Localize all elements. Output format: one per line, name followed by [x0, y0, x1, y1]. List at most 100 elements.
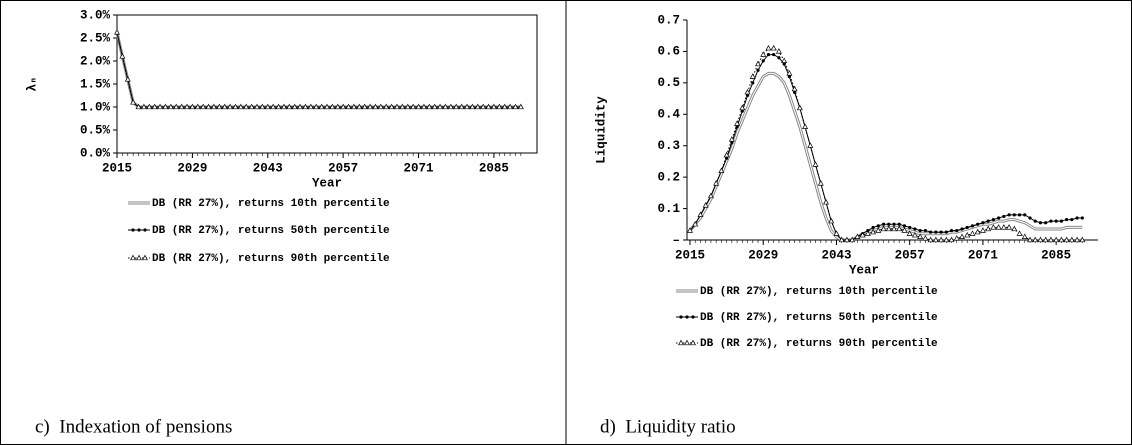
point — [469, 103, 476, 110]
point — [995, 224, 1002, 230]
point — [453, 103, 460, 110]
point — [1049, 219, 1053, 223]
point — [189, 103, 196, 110]
point — [1053, 236, 1060, 243]
point — [205, 103, 212, 110]
legend-marker — [685, 315, 689, 319]
point — [756, 68, 760, 72]
point — [1038, 221, 1043, 225]
series-line — [689, 54, 1083, 241]
point — [786, 70, 793, 76]
x-tick-label: 2043 — [253, 161, 283, 175]
point — [167, 103, 174, 110]
series-line — [116, 32, 521, 108]
point — [744, 88, 751, 95]
x-tick-label: 2015 — [675, 248, 705, 262]
y-tick-label: 2.5% — [80, 31, 111, 45]
point — [162, 103, 169, 110]
point — [775, 48, 782, 54]
point — [718, 167, 725, 174]
point — [410, 103, 417, 110]
point — [302, 103, 309, 110]
point — [770, 44, 777, 51]
point — [875, 227, 882, 233]
point — [960, 227, 964, 231]
point — [517, 103, 524, 110]
point — [932, 236, 939, 243]
point — [1063, 236, 1070, 243]
point — [399, 103, 406, 110]
point — [974, 228, 981, 235]
point — [485, 103, 492, 110]
point — [1080, 216, 1084, 220]
point — [1079, 236, 1086, 243]
x-tick-label: 2029 — [177, 161, 207, 175]
point — [985, 225, 992, 232]
point — [908, 225, 912, 230]
y-tick-label: 1.5% — [80, 77, 111, 91]
point — [1065, 217, 1069, 222]
point — [922, 235, 929, 241]
point — [356, 103, 363, 110]
point — [318, 103, 325, 110]
point — [948, 236, 955, 243]
point — [420, 103, 427, 110]
point — [1042, 236, 1049, 243]
point — [334, 103, 341, 110]
x-tick-label: 2057 — [895, 248, 925, 262]
point — [1027, 236, 1033, 243]
point — [329, 103, 336, 110]
point — [697, 211, 704, 218]
point — [507, 103, 514, 110]
y-tick-label: 0.7 — [657, 13, 680, 27]
point — [687, 227, 693, 233]
point — [796, 104, 803, 111]
point — [1023, 213, 1027, 217]
point — [766, 52, 771, 57]
point — [119, 53, 126, 59]
point — [151, 103, 158, 110]
point — [130, 99, 137, 105]
point — [979, 227, 986, 233]
y-tick-label: 0.4 — [657, 108, 680, 122]
point — [1047, 236, 1054, 243]
legend-label: DB (RR 27%), returns 50th percentile — [152, 225, 390, 237]
point — [843, 236, 850, 243]
point — [854, 233, 861, 240]
point — [833, 230, 840, 236]
point — [864, 230, 871, 236]
point — [178, 103, 185, 110]
point — [114, 29, 120, 35]
point — [1044, 221, 1048, 225]
point — [906, 230, 913, 236]
point — [1000, 224, 1007, 230]
point — [828, 217, 835, 224]
point — [237, 103, 244, 110]
point — [949, 228, 954, 233]
point — [887, 222, 891, 226]
series-line-inner — [689, 72, 1083, 241]
point — [367, 103, 374, 110]
point — [934, 230, 938, 234]
point — [880, 225, 887, 232]
point — [264, 103, 271, 110]
point — [953, 235, 960, 241]
point — [372, 103, 379, 110]
point — [918, 228, 922, 233]
point — [765, 44, 772, 51]
point — [286, 103, 293, 110]
point — [415, 103, 422, 110]
point — [345, 103, 352, 110]
point — [929, 230, 933, 234]
point — [210, 103, 217, 110]
point — [377, 103, 384, 110]
point — [447, 103, 454, 110]
point — [871, 225, 875, 230]
point — [324, 103, 330, 110]
point — [901, 227, 908, 233]
point — [870, 228, 877, 235]
point — [1058, 236, 1065, 243]
point — [1007, 213, 1011, 217]
point — [913, 227, 917, 231]
point — [313, 103, 320, 110]
